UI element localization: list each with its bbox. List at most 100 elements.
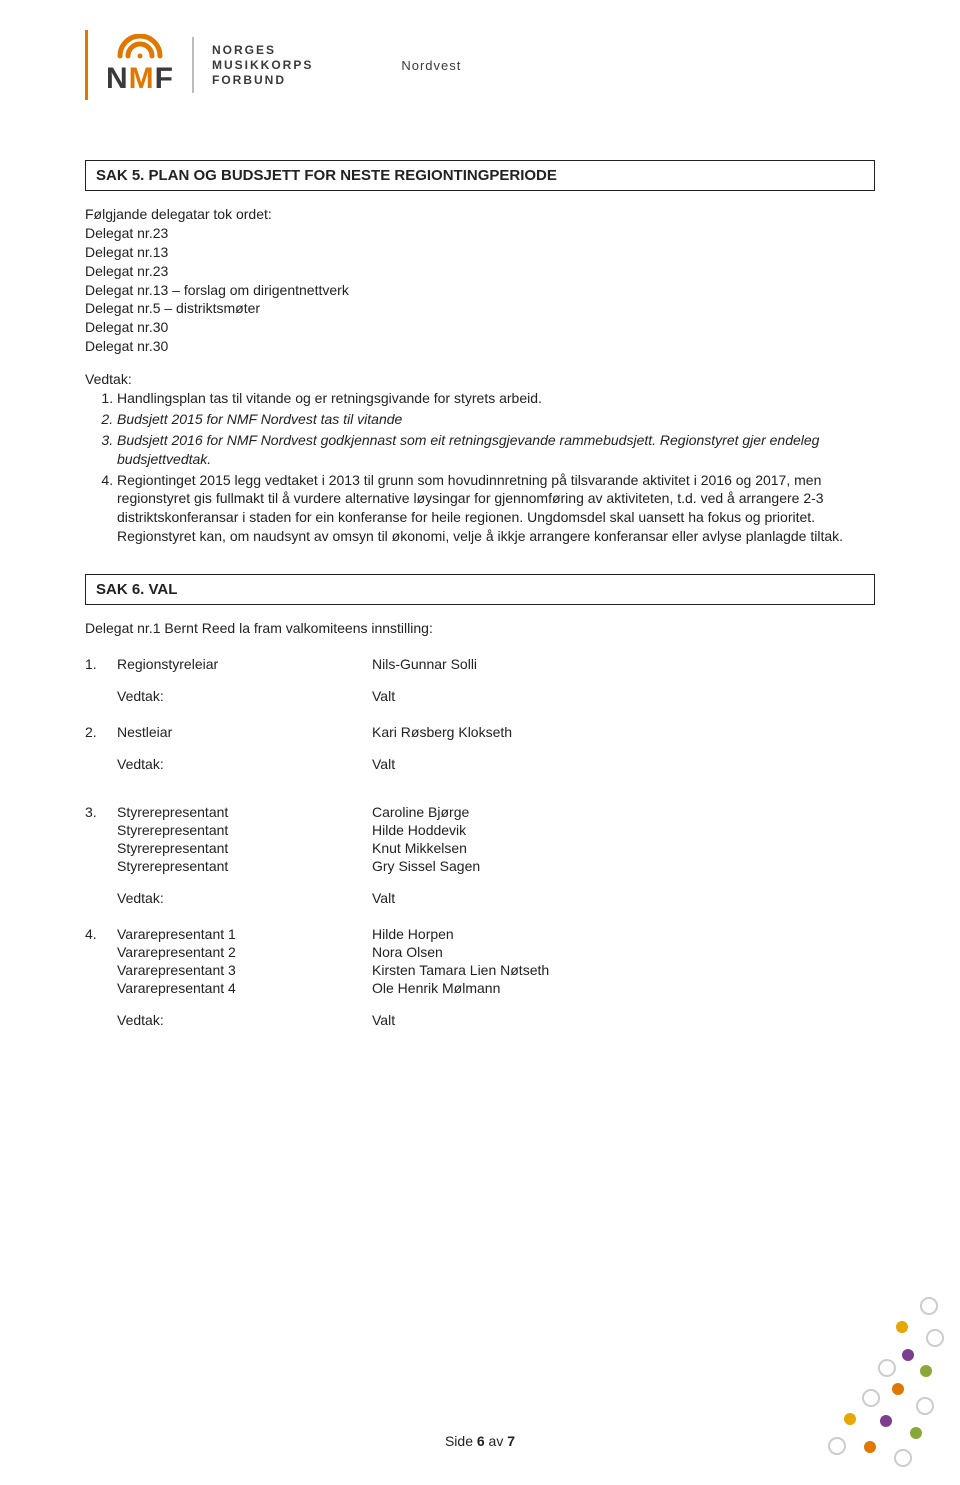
election-row-label: Regionstyreleiar [117,656,372,672]
deco-dot [910,1427,922,1439]
deco-dot [864,1441,876,1453]
vedtak-label: Vedtak: [117,890,372,906]
spacer [85,1012,117,1028]
forbund-line2: MUSIKKORPS [212,58,313,73]
election-row-num [85,858,117,874]
election-row-label: Vararepresentant 1 [117,926,372,942]
sak5-title: SAK 5. PLAN OG BUDSJETT FOR NESTE REGION… [96,167,864,184]
nmf-m: M [129,62,155,95]
election-row-num [85,962,117,978]
election-row-label: Styrerepresentant [117,858,372,874]
sak5-speaker-line: Delegat nr.23 [85,224,875,243]
election-row-name: Kirsten Tamara Lien Nøtseth [372,962,875,978]
nmf-arc-icon [106,34,174,60]
sak6-title-box: SAK 6. VAL [85,574,875,605]
deco-dot [920,1365,932,1377]
election-row-label: Vararepresentant 4 [117,980,372,996]
election-vedtak-row: Vedtak:Valt [85,890,875,906]
deco-dot [920,1297,938,1315]
election-vedtak-row: Vedtak:Valt [85,688,875,704]
sak5-speaker-list: Delegat nr.23Delegat nr.13Delegat nr.23D… [85,224,875,356]
election-row-num: 1. [85,656,117,672]
election-row-name: Caroline Bjørge [372,804,875,820]
election-row: StyrerepresentantHilde Hoddevik [85,822,875,838]
forbund-line3: FORBUND [212,73,313,88]
deco-dot [916,1397,934,1415]
sak5-intro-block: Følgjande delegatar tok ordet: Delegat n… [85,205,875,356]
sak5-title-box: SAK 5. PLAN OG BUDSJETT FOR NESTE REGION… [85,160,875,191]
deco-dot [926,1329,944,1347]
region-name: Nordvest [401,58,461,73]
sak5-speaker-line: Delegat nr.30 [85,337,875,356]
election-vedtak-row: Vedtak:Valt [85,1012,875,1028]
deco-dot [880,1415,892,1427]
election-vedtak-row: Vedtak:Valt [85,756,875,772]
election-row-name: Nora Olsen [372,944,875,960]
election-row-name: Kari Røsberg Klokseth [372,724,875,740]
deco-dot [894,1449,912,1467]
sak5-vedtak-label: Vedtak: [85,370,875,389]
forbund-line1: NORGES [212,43,313,58]
sak5-speaker-line: Delegat nr.13 [85,243,875,262]
footer-page: 6 [477,1433,485,1449]
footer-pre: Side [445,1433,477,1449]
vedtak-label: Vedtak: [117,688,372,704]
sak5-vedtak-list: Handlingsplan tas til vitande og er retn… [85,389,875,546]
footer-mid: av [485,1433,508,1449]
nmf-f: F [155,62,174,95]
sak5-speaker-line: Delegat nr.5 – distriktsmøter [85,299,875,318]
vedtak-result: Valt [372,688,875,704]
logo-accent-bar [85,30,88,100]
election-group: 1.RegionstyreleiarNils-Gunnar SolliVedta… [85,656,875,704]
forbund-name: NORGES MUSIKKORPS FORBUND [212,43,313,88]
election-group: 4.Vararepresentant 1Hilde HorpenVararepr… [85,926,875,1028]
deco-dot [878,1359,896,1377]
election-row-num: 4. [85,926,117,942]
spacer [85,688,117,704]
deco-dot [862,1389,880,1407]
sak6-title: SAK 6. VAL [96,581,864,598]
spacer [85,890,117,906]
election-row: StyrerepresentantGry Sissel Sagen [85,858,875,874]
sak5-speaker-line: Delegat nr.23 [85,262,875,281]
election-group: 3.StyrerepresentantCaroline BjørgeStyrer… [85,804,875,906]
deco-dot [896,1321,908,1333]
election-row-name: Hilde Horpen [372,926,875,942]
logo-header: NMF NORGES MUSIKKORPS FORBUND Nordvest [85,30,875,100]
election-row-num [85,980,117,996]
sak6-election-list: 1.RegionstyreleiarNils-Gunnar SolliVedta… [85,656,875,1028]
election-row-label: Nestleiar [117,724,372,740]
sak5-speaker-line: Delegat nr.30 [85,318,875,337]
election-row-num: 3. [85,804,117,820]
election-row-label: Vararepresentant 3 [117,962,372,978]
nmf-logo: NMF [106,34,174,96]
election-row-num [85,822,117,838]
election-row: 2.NestleiarKari Røsberg Klokseth [85,724,875,740]
election-row-name: Nils-Gunnar Solli [372,656,875,672]
election-row: 3.StyrerepresentantCaroline Bjørge [85,804,875,820]
sak5-speaker-line: Delegat nr.13 – forslag om dirigentnettv… [85,281,875,300]
logo-divider [192,37,194,93]
deco-dot [828,1437,846,1455]
election-row-label: Styrerepresentant [117,804,372,820]
vedtak-result: Valt [372,890,875,906]
election-row: Vararepresentant 4Ole Henrik Mølmann [85,980,875,996]
vedtak-label: Vedtak: [117,756,372,772]
election-row-label: Styrerepresentant [117,822,372,838]
deco-dot [892,1383,904,1395]
election-row: 4.Vararepresentant 1Hilde Horpen [85,926,875,942]
sak6-intro: Delegat nr.1 Bernt Reed la fram valkomit… [85,619,875,638]
sak5-vedtak-item: Handlingsplan tas til vitande og er retn… [117,389,875,408]
vedtak-result: Valt [372,1012,875,1028]
election-row-name: Gry Sissel Sagen [372,858,875,874]
deco-dot [844,1413,856,1425]
election-row: Vararepresentant 2Nora Olsen [85,944,875,960]
election-row-num: 2. [85,724,117,740]
nmf-wordmark: NMF [106,62,174,96]
vedtak-result: Valt [372,756,875,772]
vedtak-label: Vedtak: [117,1012,372,1028]
election-group: 2.NestleiarKari Røsberg KloksethVedtak:V… [85,724,875,772]
election-row-name: Hilde Hoddevik [372,822,875,838]
election-row-label: Vararepresentant 2 [117,944,372,960]
deco-dot [902,1349,914,1361]
